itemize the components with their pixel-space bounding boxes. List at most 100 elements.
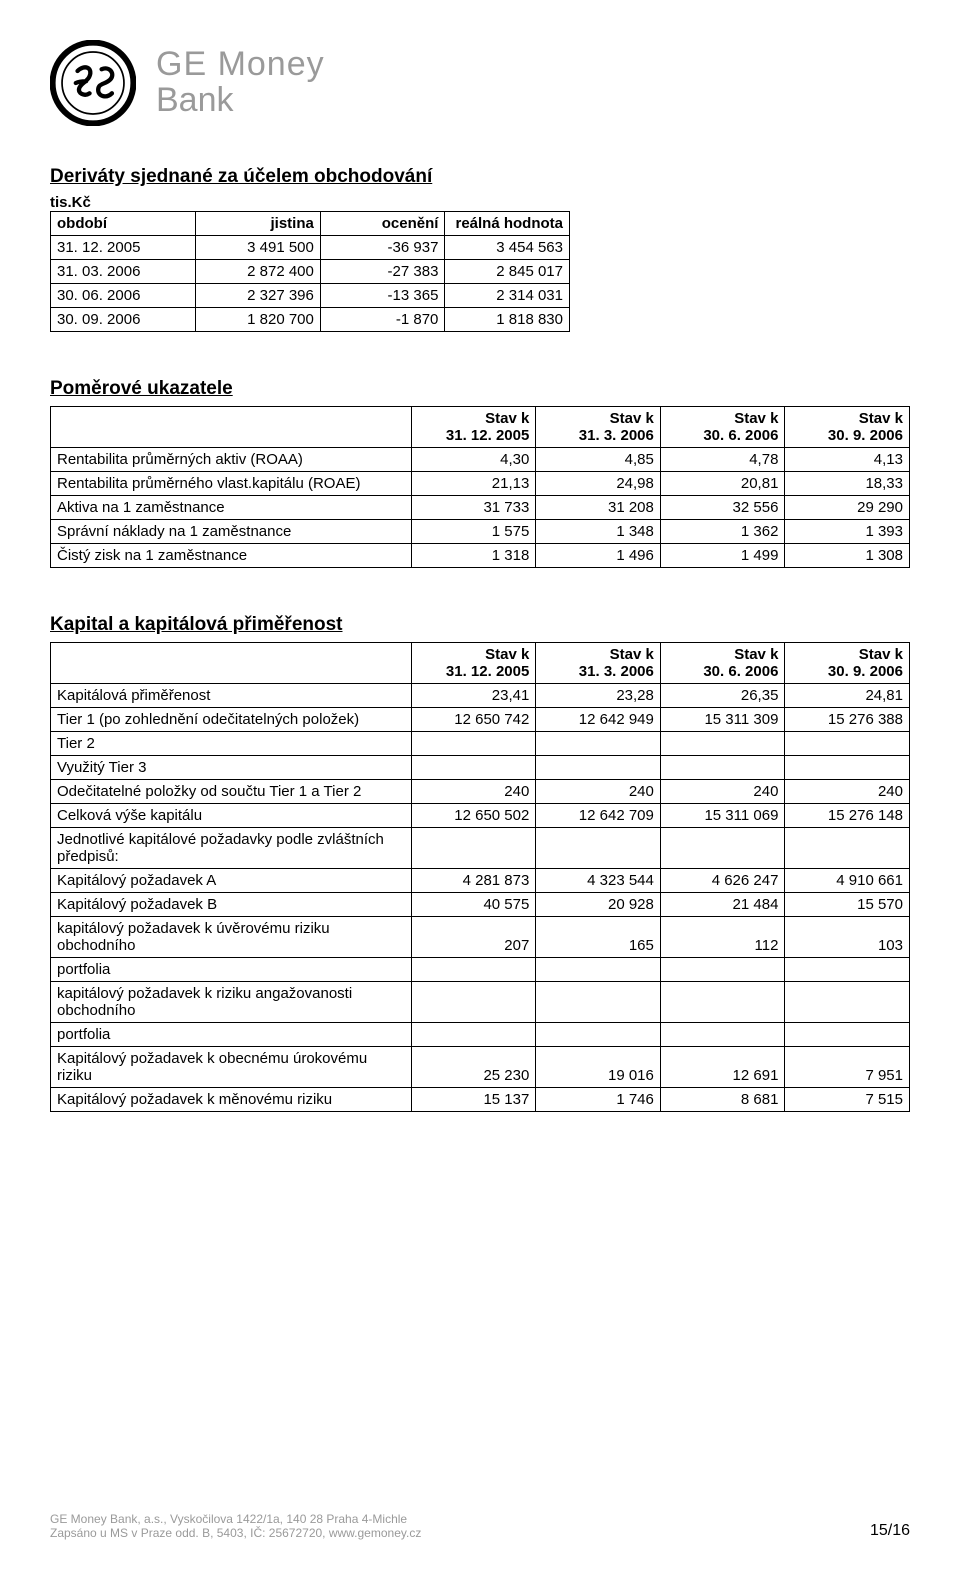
cell-value: 240 [536,780,661,804]
cell-principal: 2 872 400 [196,260,321,284]
cell-value: 1 575 [411,520,536,544]
table-row: Kapitálový požadavek k měnovému riziku15… [51,1088,910,1112]
cell-period: 30. 06. 2006 [51,284,196,308]
cell-value: 24,98 [536,472,661,496]
section2-title: Poměrové ukazatele [50,378,910,400]
cell-value [785,756,910,780]
cell-period: 31. 03. 2006 [51,260,196,284]
cell-value: 4,13 [785,448,910,472]
cell-value: 1 348 [536,520,661,544]
table-row: Kapitálový požadavek A4 281 8734 323 544… [51,869,910,893]
ratios-h1: Stav k31. 12. 2005 [411,407,536,448]
table-row: 31. 03. 20062 872 400-27 3832 845 017 [51,260,570,284]
cell-principal: 3 491 500 [196,236,321,260]
cell-value: 7 951 [785,1047,910,1088]
table-row: Správní náklady na 1 zaměstnance1 5751 3… [51,520,910,544]
cell-value: 15 311 069 [660,804,785,828]
section1-title: Deriváty sjednané za účelem obchodování [50,166,910,188]
cell-value: 18,33 [785,472,910,496]
footer-line1: GE Money Bank, a.s., Vyskočilova 1422/1a… [50,1512,421,1526]
capital-h1: Stav k31. 12. 2005 [411,643,536,684]
cell-value: 1 308 [785,544,910,568]
cell-valuation: -13 365 [320,284,445,308]
cell-value [660,732,785,756]
cell-value: 1 318 [411,544,536,568]
cell-value: 21,13 [411,472,536,496]
table-row: 30. 06. 20062 327 396-13 3652 314 031 [51,284,570,308]
table-row: 31. 12. 20053 491 500-36 9373 454 563 [51,236,570,260]
cell-value: 4 323 544 [536,869,661,893]
ratios-blank [51,407,412,448]
cell-period: 31. 12. 2005 [51,236,196,260]
cell-value: 4,30 [411,448,536,472]
cell-value: 15 276 148 [785,804,910,828]
cell-value: 12 650 742 [411,708,536,732]
cell-value: 21 484 [660,893,785,917]
section1-unit: tis.Kč [50,194,910,211]
cell-rh: 2 314 031 [445,284,570,308]
cell-value: 1 499 [660,544,785,568]
col-period: období [51,212,196,236]
cell-value [660,756,785,780]
row-label: Tier 2 [51,732,412,756]
row-label: Kapitálová přiměřenost [51,684,412,708]
cell-value: 25 230 [411,1047,536,1088]
cell-value: 4 281 873 [411,869,536,893]
cell-value [536,828,661,869]
cell-value [785,732,910,756]
cell-value [660,828,785,869]
cell-value [660,982,785,1023]
brand-text: GE Money Bank [156,47,325,118]
table-row: 30. 09. 20061 820 700-1 8701 818 830 [51,308,570,332]
row-label: Využitý Tier 3 [51,756,412,780]
capital-h2: Stav k31. 3. 2006 [536,643,661,684]
capital-h4: Stav k30. 9. 2006 [785,643,910,684]
cell-value: 112 [660,917,785,958]
cell-value: 24,81 [785,684,910,708]
cell-value: 207 [411,917,536,958]
cell-value [536,756,661,780]
row-label: kapitálový požadavek k riziku angažovano… [51,982,412,1023]
document-header: GE Money Bank [50,40,910,126]
cell-value [785,958,910,982]
col-rh: reálná hodnota [445,212,570,236]
cell-value: 15 570 [785,893,910,917]
row-label: Správní náklady na 1 zaměstnance [51,520,412,544]
table-row: Celková výše kapitálu12 650 50212 642 70… [51,804,910,828]
table-row: Kapitálový požadavek B40 57520 92821 484… [51,893,910,917]
cell-value: 15 137 [411,1088,536,1112]
ratios-table: Stav k31. 12. 2005 Stav k31. 3. 2006 Sta… [50,406,910,568]
cell-value: 103 [785,917,910,958]
cell-value: 240 [411,780,536,804]
cell-value [411,732,536,756]
cell-value: 15 311 309 [660,708,785,732]
row-label: Kapitálový požadavek A [51,869,412,893]
cell-value: 15 276 388 [785,708,910,732]
col-valuation: ocenění [320,212,445,236]
cell-value [536,982,661,1023]
cell-value: 4 910 661 [785,869,910,893]
cell-value: 240 [785,780,910,804]
cell-value [660,1023,785,1047]
cell-principal: 1 820 700 [196,308,321,332]
cell-value: 7 515 [785,1088,910,1112]
table-row: kapitálový požadavek k úvěrovému riziku … [51,917,910,958]
cell-value [785,982,910,1023]
cell-value: 32 556 [660,496,785,520]
table-row: kapitálový požadavek k riziku angažovano… [51,982,910,1023]
table-row: Rentabilita průměrného vlast.kapitálu (R… [51,472,910,496]
cell-value [785,1023,910,1047]
cell-value: 1 746 [536,1088,661,1112]
cell-value: 1 362 [660,520,785,544]
cell-value: 4,85 [536,448,661,472]
footer-line2: Zapsáno u MS v Praze odd. B, 5403, IČ: 2… [50,1526,421,1540]
row-label: kapitálový požadavek k úvěrovému riziku … [51,917,412,958]
cell-value: 20 928 [536,893,661,917]
capital-blank [51,643,412,684]
ge-logo [50,40,136,126]
cell-value: 31 733 [411,496,536,520]
row-label: Kapitálový požadavek k obecnému úrokovém… [51,1047,412,1088]
row-label: Kapitálový požadavek k měnovému riziku [51,1088,412,1112]
document-footer: GE Money Bank, a.s., Vyskočilova 1422/1a… [50,1512,910,1540]
table-row: Jednotlivé kapitálové požadavky podle zv… [51,828,910,869]
